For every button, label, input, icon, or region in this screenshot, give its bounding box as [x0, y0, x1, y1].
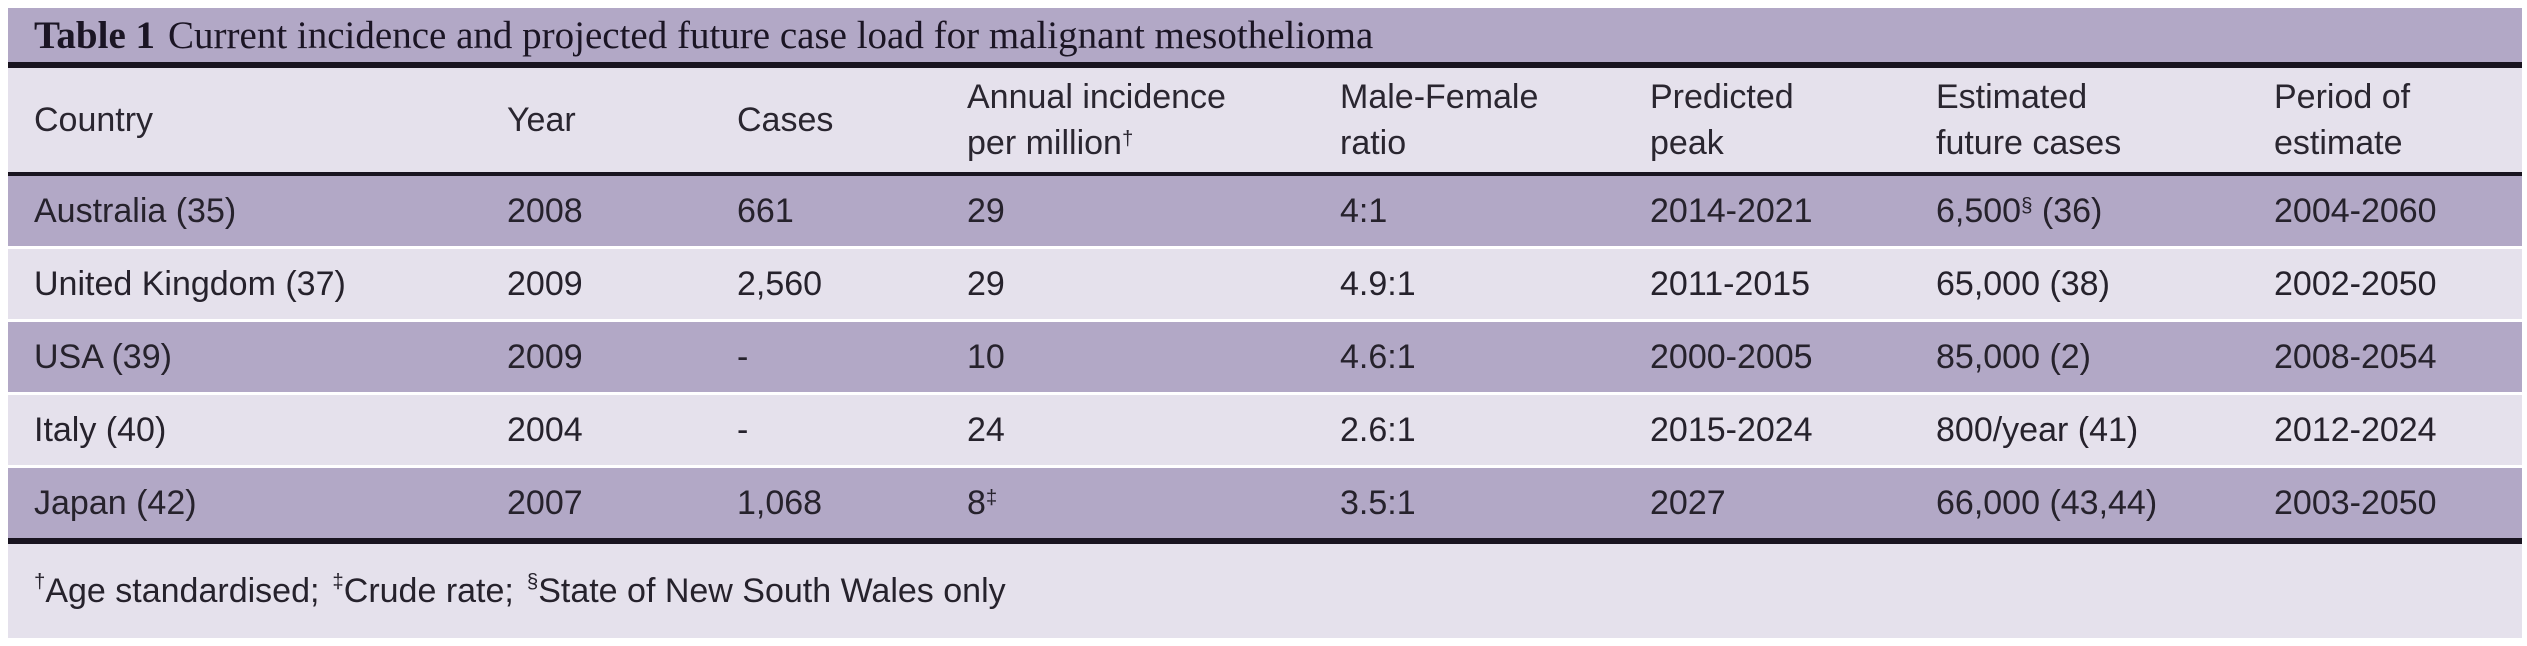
cell-annual-incidence: 29: [967, 176, 1340, 246]
cell-country: Japan (42): [8, 465, 507, 538]
cell-predicted-peak: 2011-2015: [1650, 246, 1936, 319]
header-line: future cases: [1936, 124, 2122, 162]
table-row-united-kingdom: United Kingdom (37) 2009 2,560 29 4.9:1 …: [8, 246, 2522, 319]
cell-year: 2007: [507, 465, 737, 538]
cell-period-of-estimate: 2008-2054: [2274, 319, 2522, 392]
header-text: per million: [967, 124, 1122, 162]
table-row-italy: Italy (40) 2004 - 24 2.6:1 2015-2024 800…: [8, 392, 2522, 465]
cell-cases: -: [737, 319, 967, 392]
cell-cases: 661: [737, 176, 967, 246]
cell-cases: 1,068: [737, 465, 967, 538]
col-header-period-of-estimate: Period of estimate: [2274, 68, 2522, 172]
cell-text: 6,500: [1936, 191, 2022, 230]
table-header: Country Year Cases Annual incidence per …: [8, 68, 2522, 172]
cell-estimated-future-cases: 85,000 (2): [1936, 319, 2274, 392]
cell-annual-incidence: 29: [967, 246, 1340, 319]
header-line: Period of: [2274, 78, 2411, 116]
header-line: Cases: [737, 101, 834, 139]
header-line: per million†: [967, 120, 1340, 166]
dagger-superscript: †: [1121, 127, 1134, 150]
cell-estimated-future-cases: 800/year (41): [1936, 392, 2274, 465]
footnotes: † Age standardised; ‡ Crude rate; § State of …: [8, 544, 2522, 638]
header-line: Country: [34, 101, 154, 139]
cell-annual-incidence: 24: [967, 392, 1340, 465]
table-caption-text: Current incidence and projected future c…: [168, 13, 1374, 57]
cell-period-of-estimate: 2002-2050: [2274, 246, 2522, 319]
cell-year: 2009: [507, 319, 737, 392]
cell-cases: -: [737, 392, 967, 465]
header-line: estimate: [2274, 124, 2403, 162]
footnote-text: Crude rate;: [343, 571, 514, 610]
header-line: Predicted: [1650, 78, 1794, 116]
cell-cases: 2,560: [737, 246, 967, 319]
cell-annual-incidence: 8‡: [967, 465, 1340, 538]
header-line: peak: [1650, 124, 1724, 162]
cell-country: Australia (35): [8, 176, 507, 246]
section-superscript: §: [2021, 195, 2033, 218]
cell-annual-incidence: 10: [967, 319, 1340, 392]
table-caption-number: Table 1: [34, 13, 156, 57]
col-header-male-female-ratio: Male-Female ratio: [1340, 68, 1650, 172]
cell-predicted-peak: 2027: [1650, 465, 1936, 538]
table-row-usa: USA (39) 2009 - 10 4.6:1 2000-2005 85,00…: [8, 319, 2522, 392]
rule-below-caption: [8, 62, 2522, 68]
table-figure: Table 1 Current incidence and projected …: [8, 8, 2522, 638]
rule-below-header: [8, 172, 2522, 176]
rule-above-footnote: [8, 538, 2522, 544]
cell-predicted-peak: 2000-2005: [1650, 319, 1936, 392]
cell-country: Italy (40): [8, 392, 507, 465]
col-header-year: Year: [507, 68, 737, 172]
cell-country: USA (39): [8, 319, 507, 392]
cell-male-female-ratio: 3.5:1: [1340, 465, 1650, 538]
double-dagger-superscript: ‡: [985, 487, 998, 510]
cell-period-of-estimate: 2004-2060: [2274, 176, 2522, 246]
header-line: Year: [507, 101, 576, 139]
footnote-text: Age standardised;: [45, 571, 320, 610]
cell-predicted-peak: 2014-2021: [1650, 176, 1936, 246]
table-row-japan: Japan (42) 2007 1,068 8‡ 3.5:1 2027 66,0…: [8, 465, 2522, 538]
footnote-text: State of New South Wales only: [538, 571, 1006, 610]
col-header-estimated-future-cases: Estimated future cases: [1936, 68, 2274, 172]
cell-male-female-ratio: 4:1: [1340, 176, 1650, 246]
header-line: ratio: [1340, 124, 1407, 162]
col-header-country: Country: [8, 68, 507, 172]
cell-year: 2008: [507, 176, 737, 246]
cell-estimated-future-cases: 66,000 (43,44): [1936, 465, 2274, 538]
cell-estimated-future-cases: 65,000 (38): [1936, 246, 2274, 319]
table-row-australia: Australia (35) 2008 661 29 4:1 2014-2021…: [8, 176, 2522, 246]
header-line: Estimated: [1936, 78, 2088, 116]
cell-male-female-ratio: 4.9:1: [1340, 246, 1650, 319]
table-caption: Table 1 Current incidence and projected …: [8, 8, 2522, 62]
cell-predicted-peak: 2015-2024: [1650, 392, 1936, 465]
cell-year: 2009: [507, 246, 737, 319]
cell-male-female-ratio: 2.6:1: [1340, 392, 1650, 465]
col-header-predicted-peak: Predicted peak: [1650, 68, 1936, 172]
data-table: Country Year Cases Annual incidence per …: [8, 68, 2522, 172]
cell-estimated-future-cases: 6,500§ (36): [1936, 176, 2274, 246]
cell-text: 8: [967, 483, 986, 522]
col-header-cases: Cases: [737, 68, 967, 172]
data-table-body: Australia (35) 2008 661 29 4:1 2014-2021…: [8, 176, 2522, 538]
cell-period-of-estimate: 2012-2024: [2274, 392, 2522, 465]
header-line: Male-Female: [1340, 78, 1539, 116]
col-header-annual-incidence: Annual incidence per million†: [967, 68, 1340, 172]
cell-year: 2004: [507, 392, 737, 465]
header-line: Annual incidence: [967, 78, 1226, 116]
header-row: Country Year Cases Annual incidence per …: [8, 68, 2522, 172]
cell-period-of-estimate: 2003-2050: [2274, 465, 2522, 538]
cell-male-female-ratio: 4.6:1: [1340, 319, 1650, 392]
cell-text: (36): [2032, 191, 2103, 230]
cell-country: United Kingdom (37): [8, 246, 507, 319]
